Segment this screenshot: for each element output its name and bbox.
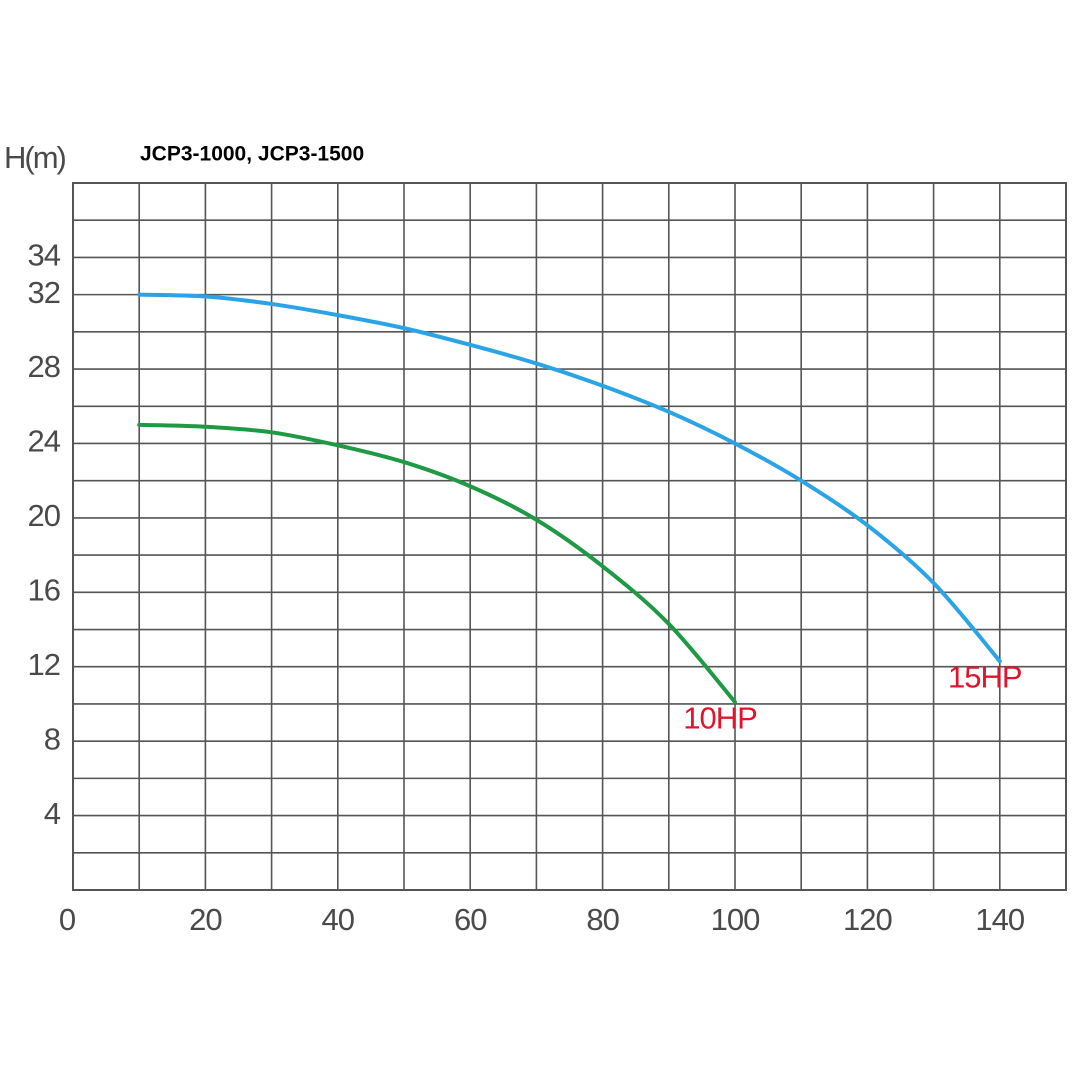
y-tick-label: 8 <box>44 721 60 756</box>
y-tick-label: 4 <box>44 796 61 831</box>
curve <box>137 292 1002 664</box>
y-tick-label: 32 <box>28 275 60 310</box>
x-tick-label: 40 <box>322 902 355 937</box>
y-tick-label: 28 <box>28 349 60 384</box>
y-tick-label: 12 <box>28 647 60 682</box>
y-tick-label: 24 <box>28 424 61 459</box>
y-tick-label: 34 <box>28 238 61 273</box>
x-tick-label: 60 <box>454 902 487 937</box>
x-tick-label: 140 <box>975 902 1024 937</box>
curve-label: 10HP <box>683 700 757 735</box>
x-tick-label: 80 <box>586 902 619 937</box>
y-tick-label: 16 <box>28 573 60 608</box>
x-tick-label: 100 <box>711 902 760 937</box>
chart-title: JCP3-1000, JCP3-1500 <box>140 143 364 166</box>
y-tick-label: 20 <box>28 498 61 533</box>
x-tick-label: 20 <box>189 902 222 937</box>
x-tick-label: 120 <box>843 902 892 937</box>
y-axis-label: H(m) <box>4 140 66 175</box>
plot-frame <box>72 182 1067 891</box>
curve-label: 15HP <box>948 659 1022 694</box>
curve <box>137 422 737 705</box>
x-tick-label: 0 <box>59 902 76 937</box>
